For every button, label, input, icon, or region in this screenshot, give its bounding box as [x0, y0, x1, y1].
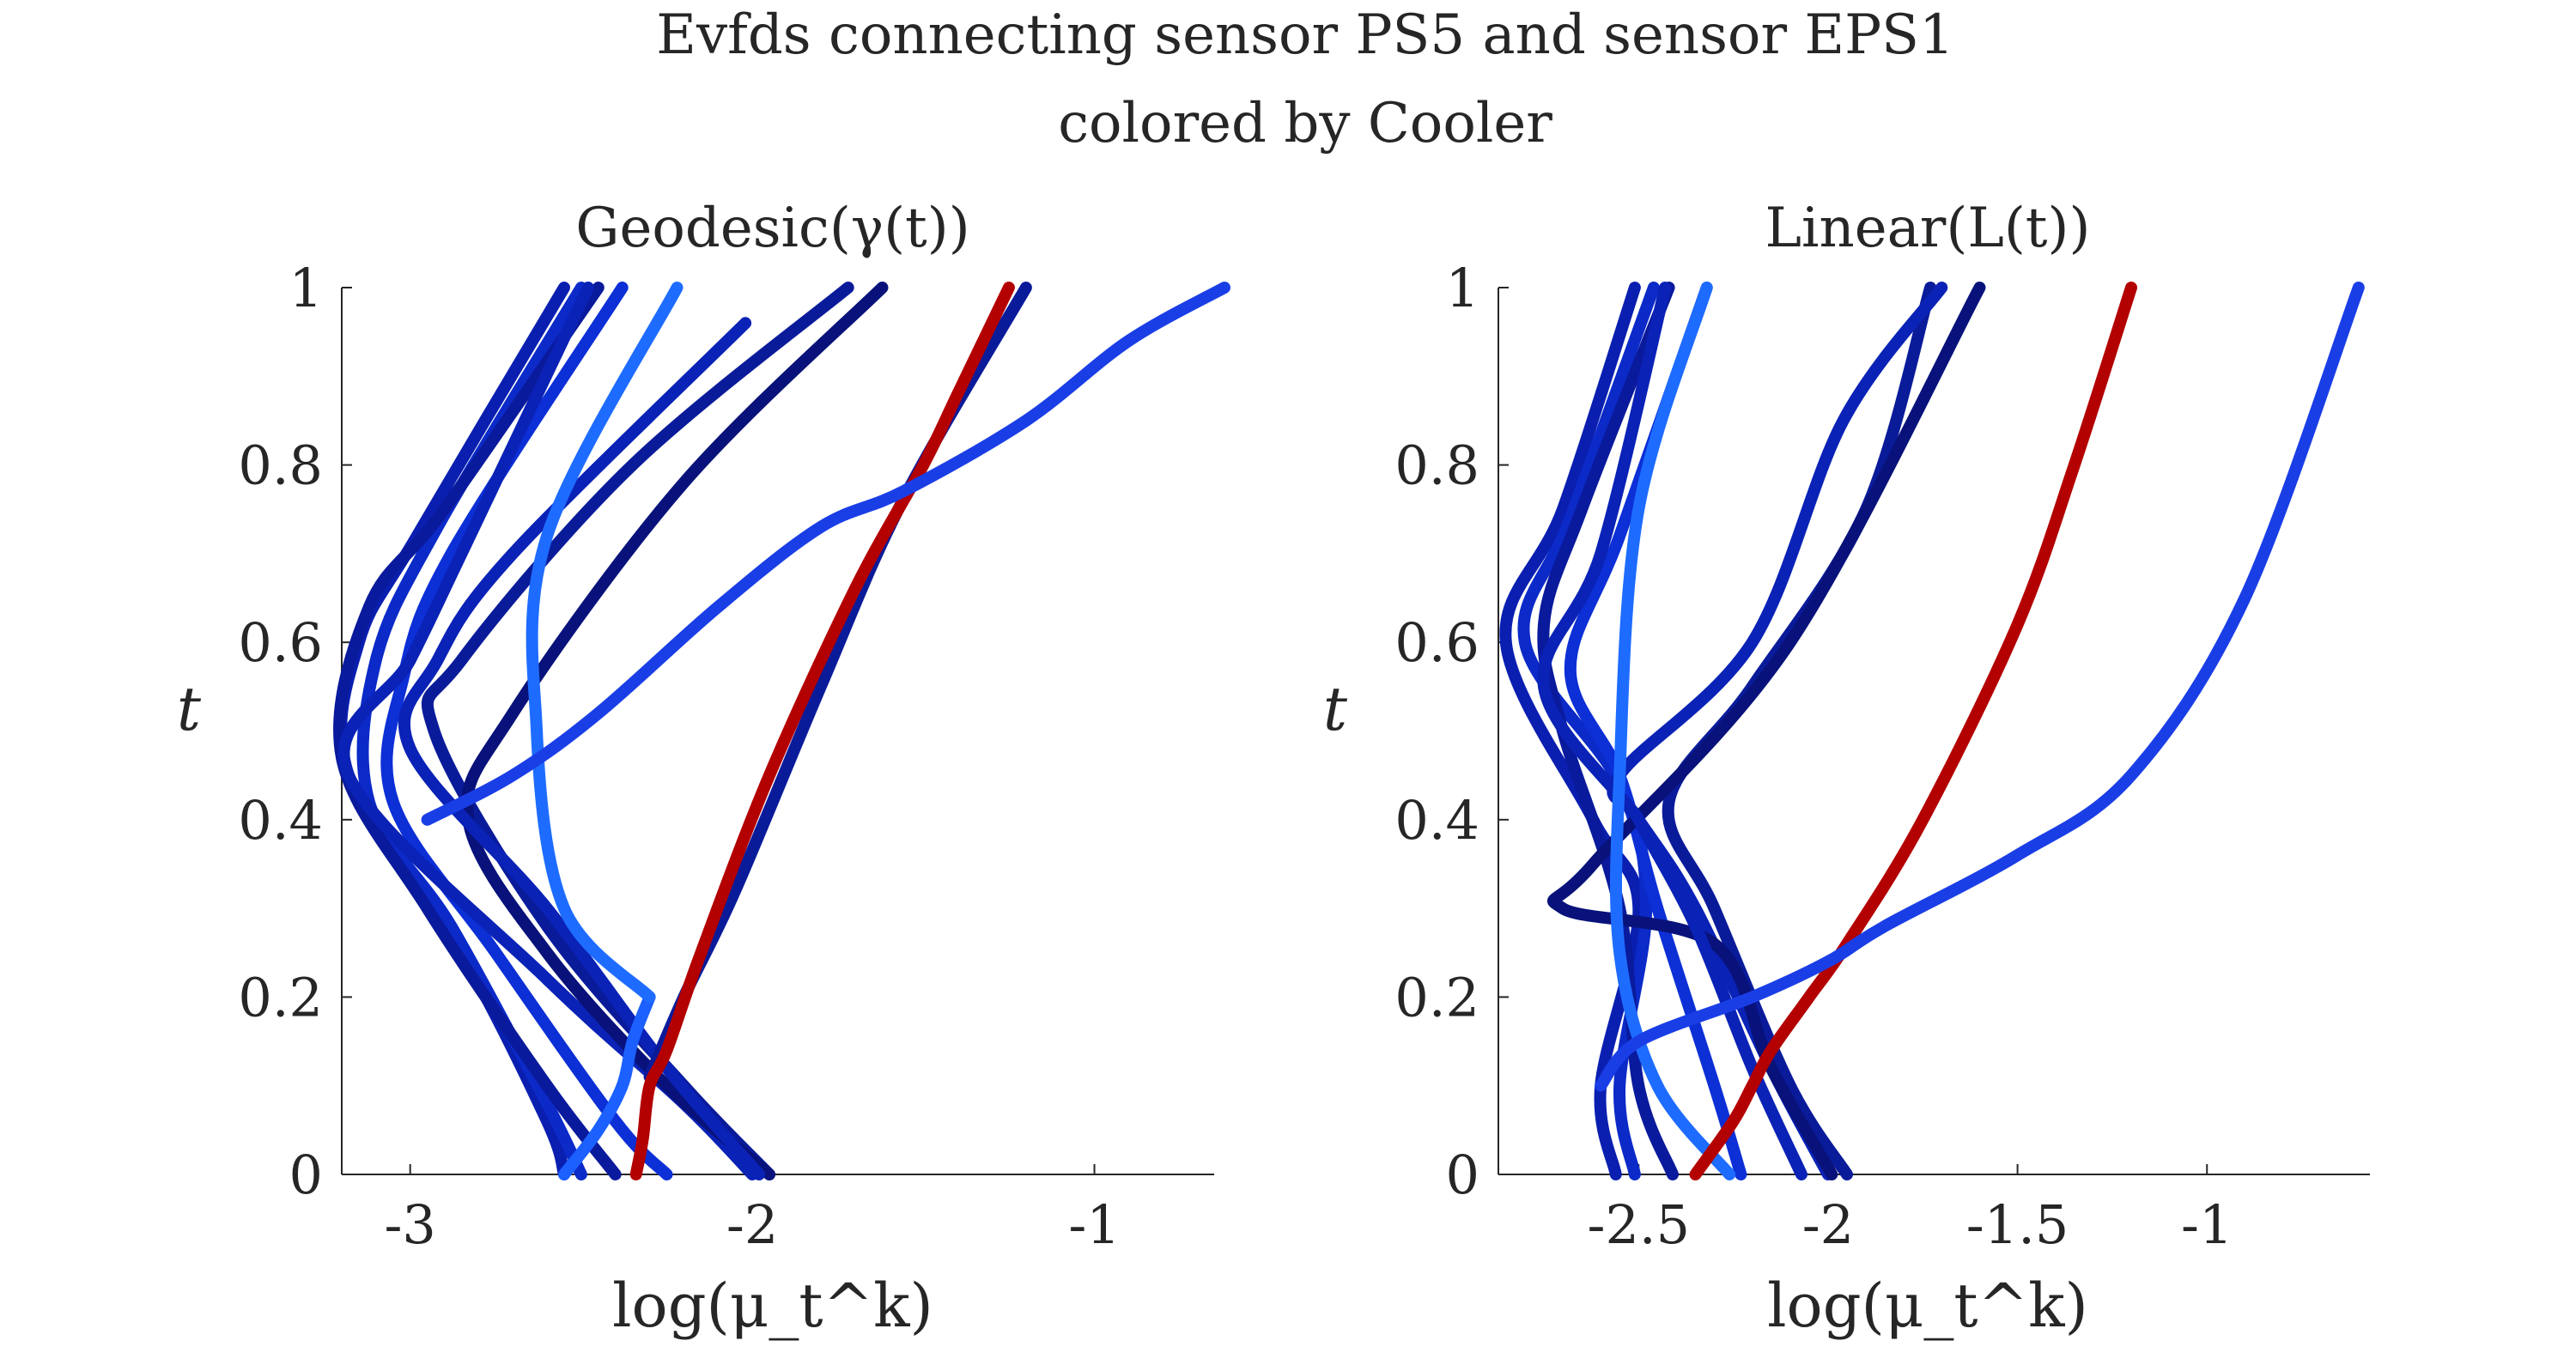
linear-panel: Linear(L(t)) log(μ_t^k) t 0 0.2 0.4 0.6 0.8 1… — [1323, 197, 2370, 1341]
geodesic-series-line — [558, 991, 656, 1180]
linear-series-line — [1499, 282, 1645, 1180]
linear-xaxis-label: log(μ_t^k) — [1767, 1271, 2088, 1341]
linear-x-tick-label: -2.5 — [1588, 1193, 1691, 1256]
linear-series-line — [1564, 282, 1747, 1180]
geodesic-xaxis-label: log(μ_t^k) — [612, 1271, 933, 1341]
figure-subtitle: colored by Cooler — [1058, 92, 1552, 155]
linear-y-tick-label: 0.4 — [1394, 789, 1479, 852]
geodesic-series-line — [421, 282, 1230, 826]
linear-series-line — [1595, 282, 2365, 1092]
geodesic-x-tick-label: -2 — [726, 1193, 778, 1256]
geodesic-y-tick-label: 0.4 — [238, 789, 323, 852]
linear-y-tick-label: 0.6 — [1394, 611, 1479, 674]
geodesic-series-line — [629, 282, 1015, 1180]
geodesic-y-tick-label: 0.8 — [238, 434, 323, 497]
geodesic-yaxis-label: t — [177, 674, 202, 744]
geodesic-y-tick-label: 1 — [289, 257, 323, 319]
linear-series-line — [1609, 282, 1736, 1180]
linear-x-tick-label: -1.5 — [1966, 1193, 2069, 1256]
geodesic-panel-title: Geodesic(γ(t)) — [575, 197, 969, 260]
geodesic-series-line — [526, 282, 683, 1004]
linear-series-line — [1662, 282, 1937, 1180]
geodesic-y-tick-label: 0.6 — [238, 611, 323, 674]
geodesic-y-tick-label: 0.2 — [238, 966, 323, 1028]
linear-y-tick-label: 0 — [1446, 1144, 1479, 1206]
linear-y-tick-label: 0.2 — [1394, 966, 1479, 1028]
linear-series-line — [1547, 282, 1986, 1180]
figure-title: Evfds connecting sensor PS5 and sensor E… — [656, 3, 1953, 67]
linear-yaxis-label: t — [1323, 674, 1348, 744]
linear-y-tick-label: 1 — [1446, 257, 1479, 319]
geodesic-y-tick-label: 0 — [289, 1144, 323, 1206]
linear-x-tick-label: -1 — [2181, 1193, 2233, 1256]
linear-y-tick-label: 0.8 — [1394, 434, 1479, 497]
geodesic-x-tick-label: -1 — [1068, 1193, 1120, 1256]
linear-series-line — [1689, 282, 2137, 1180]
geodesic-panel: Geodesic(γ(t)) log(μ_t^k) t 0 0.2 0.4 0.6 0.… — [177, 197, 1230, 1341]
linear-panel-title: Linear(L(t)) — [1765, 197, 2091, 260]
linear-series-line — [1517, 282, 1660, 1180]
geodesic-x-tick-label: -3 — [384, 1193, 435, 1256]
linear-x-tick-label: -2 — [1802, 1193, 1854, 1256]
